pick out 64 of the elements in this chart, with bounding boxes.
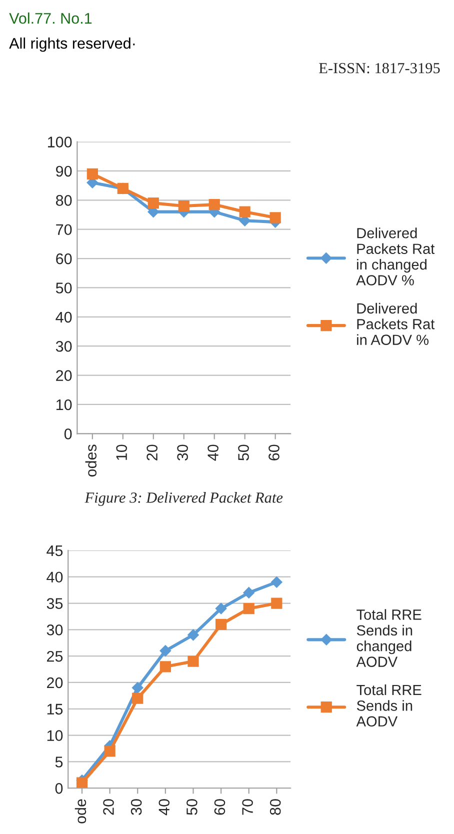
point xyxy=(243,602,254,614)
point xyxy=(76,777,88,788)
point xyxy=(271,598,282,609)
point xyxy=(132,692,144,704)
y-tick-label: 25 xyxy=(47,650,63,662)
x-tick-label: 20 xyxy=(103,799,114,815)
y-tick-label: 30 xyxy=(56,340,72,352)
point xyxy=(160,645,172,656)
y-tick-label: 100 xyxy=(48,136,72,148)
y-tick-label: 10 xyxy=(56,399,72,410)
y-tick-label: 15 xyxy=(47,704,63,715)
x-tick-label: 10 xyxy=(116,444,128,460)
y-tick-label: 70 xyxy=(56,224,72,236)
x-tick-label: 60 xyxy=(268,444,280,460)
text: All rights reserved· xyxy=(9,38,135,52)
y-tick-label: 80 xyxy=(56,195,72,206)
x-tick-label: 50 xyxy=(186,799,198,815)
y-tick-label: 35 xyxy=(46,598,63,609)
point xyxy=(270,212,281,224)
y-tick-label: 40 xyxy=(56,312,72,323)
legend-label: Total RRE Sends in changed AODV xyxy=(356,609,422,667)
x-tick-label: 80 xyxy=(270,799,281,815)
point xyxy=(178,200,190,212)
y-tick-label: 90 xyxy=(56,166,72,177)
text: Vol.77. No.1 xyxy=(9,12,92,24)
x-tick-label: 30 xyxy=(130,799,142,815)
point xyxy=(208,198,220,210)
point xyxy=(86,168,98,180)
y-tick-label: 45 xyxy=(46,545,63,556)
y-tick-label: 5 xyxy=(55,756,63,768)
x-tick-label: 40 xyxy=(158,799,170,816)
y-tick-label: 20 xyxy=(56,370,72,381)
point xyxy=(132,682,144,694)
point xyxy=(148,198,159,209)
point xyxy=(243,587,254,598)
y-tick-label: 0 xyxy=(64,428,72,440)
y-tick-label: 60 xyxy=(56,253,72,264)
point xyxy=(239,206,250,218)
y-tick-label: 40 xyxy=(46,572,63,583)
y-tick-label: 20 xyxy=(47,677,63,688)
x-tick-label: odes xyxy=(85,444,97,477)
x-tick-label: ode xyxy=(74,799,86,824)
point xyxy=(215,602,227,614)
legend-label: Delivered Packets Rat in AODV % xyxy=(357,302,435,346)
point xyxy=(160,661,171,672)
point xyxy=(215,618,227,630)
x-tick-label: 50 xyxy=(238,444,249,460)
y-tick-label: 30 xyxy=(46,624,63,636)
x-tick-label: 30 xyxy=(177,444,188,461)
point xyxy=(271,576,282,588)
text: E-ISSN: 1817-3195 xyxy=(319,62,440,74)
x-tick-label: 60 xyxy=(214,799,226,815)
y-tick-label: 0 xyxy=(55,783,63,794)
point xyxy=(188,656,199,667)
y-tick-label: 50 xyxy=(56,282,72,294)
point xyxy=(188,629,199,641)
x-tick-label: 70 xyxy=(242,799,253,815)
legend-label: Total RRE Sends in AODV xyxy=(356,684,422,727)
x-tick-label: 20 xyxy=(146,444,158,460)
legend-label: Delivered Packets Rat in changed AODV % xyxy=(356,228,435,286)
y-tick-label: 10 xyxy=(47,730,63,741)
caption: Figure 3: Delivered Packet Rate xyxy=(84,492,283,506)
point xyxy=(104,746,116,757)
x-tick-label: 40 xyxy=(208,444,218,461)
